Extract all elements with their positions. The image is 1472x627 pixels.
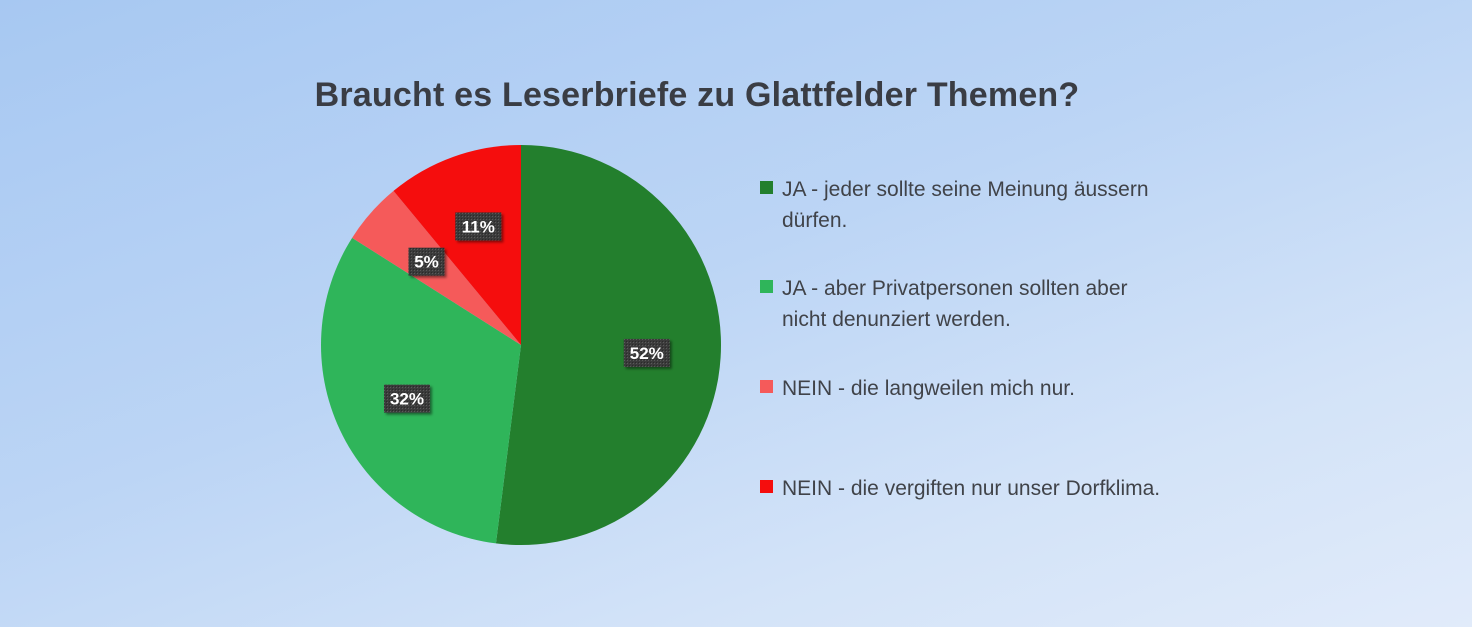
pie-data-labels: 52% 32% 5% 11% — [383, 212, 670, 413]
data-label-box — [408, 247, 445, 276]
legend-label: NEIN - die langweilen mich nur. — [782, 377, 1075, 400]
legend-swatch — [760, 181, 773, 194]
data-label: 11% — [455, 212, 502, 241]
legend-swatch — [760, 280, 773, 293]
chart-title: Braucht es Leserbriefe zu Glattfelder Th… — [314, 76, 1080, 114]
data-label: 32% — [383, 384, 430, 413]
legend: JA - jeder sollte seine Meinung äussern … — [760, 0, 1180, 627]
data-label-text: 52% — [630, 344, 664, 363]
data-label-text: 5% — [414, 253, 439, 272]
legend-label: NEIN - die vergiften nur unser Dorfklima… — [782, 477, 1161, 500]
legend-label: JA - aber Privatpersonen sollten aber ni… — [782, 277, 1128, 331]
legend-item: JA - aber Privatpersonen sollten aber ni… — [760, 273, 1180, 335]
pie-slice — [495, 145, 722, 545]
legend-swatch — [760, 380, 773, 393]
legend-item: NEIN - die langweilen mich nur. — [760, 373, 1180, 404]
data-label: 52% — [623, 338, 670, 367]
legend-item: JA - jeder sollte seine Meinung äussern … — [760, 174, 1180, 236]
legend-label: JA - jeder sollte seine Meinung äussern … — [782, 178, 1149, 232]
data-label-text: 11% — [462, 217, 495, 236]
pie-slice — [393, 145, 521, 345]
data-label-box — [383, 384, 430, 413]
pie-slices — [321, 145, 722, 545]
data-label-text: 32% — [390, 390, 424, 409]
data-label: 5% — [408, 247, 445, 276]
legend-item: NEIN - die vergiften nur unser Dorfklima… — [760, 473, 1180, 504]
data-label-box — [455, 212, 502, 241]
data-label-box — [623, 338, 670, 367]
legend-swatch — [760, 480, 773, 493]
